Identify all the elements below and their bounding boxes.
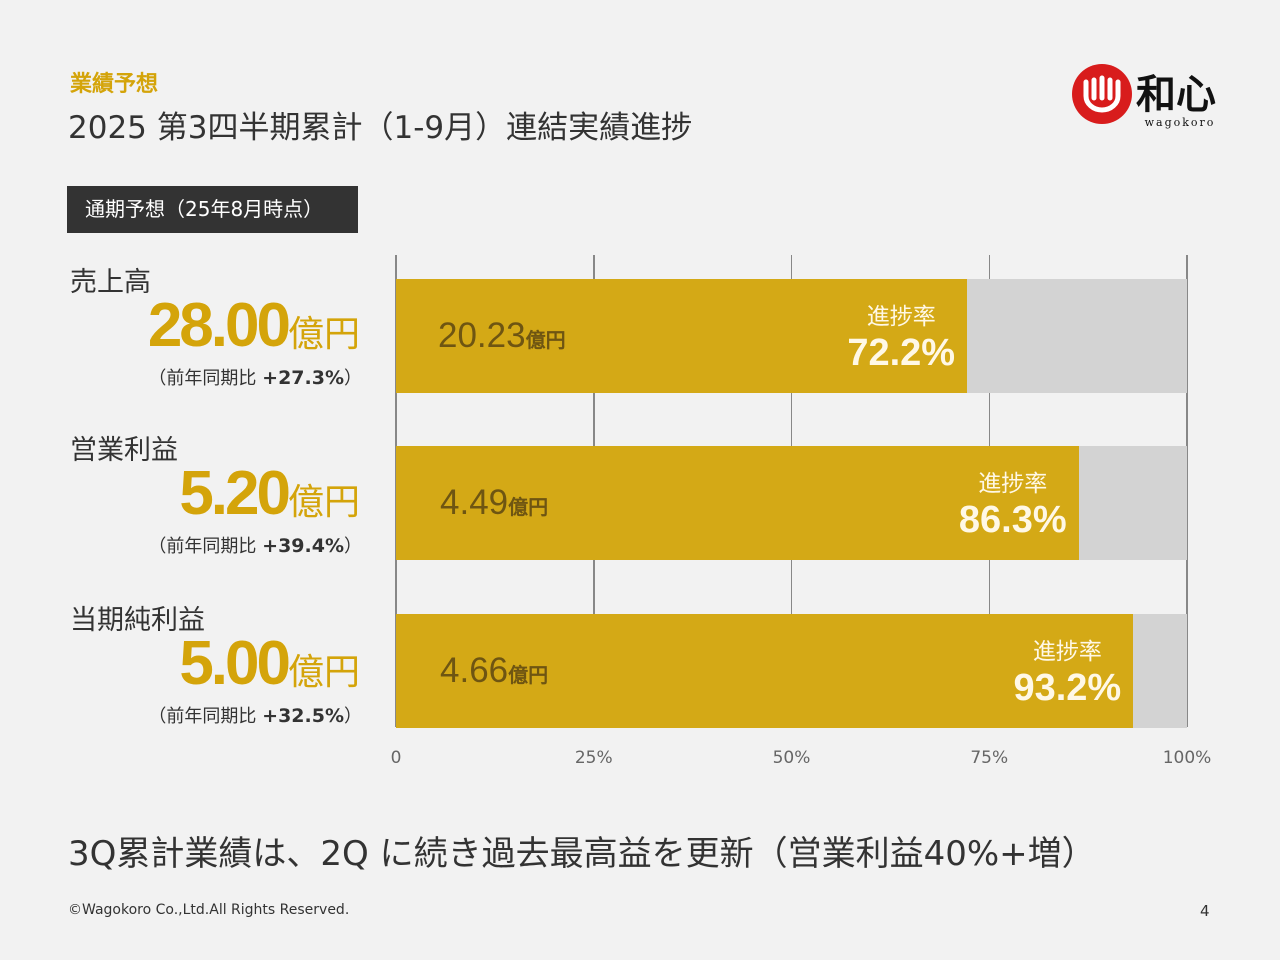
- rate-label: 進捗率 72.2%: [847, 297, 955, 375]
- metric-yoy: （前年同期比 +39.4%）: [148, 532, 362, 558]
- forecast-value: 5.20: [179, 459, 291, 528]
- copyright: ©Wagokoro Co.,Ltd.All Rights Reserved.: [68, 902, 350, 918]
- bar-track: 20.23億円 進捗率 72.2%: [396, 279, 1187, 393]
- company-logo: 和心 wagokoro: [1070, 60, 1220, 132]
- yoy-prefix: （前年同期比: [148, 368, 263, 389]
- x-tick-label: 100%: [1162, 748, 1212, 768]
- rate-label: 進捗率 93.2%: [1013, 632, 1121, 710]
- metric-name: 当期純利益: [70, 605, 205, 636]
- bar-track: 4.66億円 進捗率 93.2%: [396, 614, 1187, 728]
- gridline: [1186, 255, 1188, 727]
- rate-label: 進捗率 86.3%: [959, 464, 1067, 542]
- yoy-value: +39.4%: [262, 535, 344, 557]
- metric-forecast: 5.20億円: [179, 458, 360, 529]
- actual-label: 20.23億円: [438, 316, 566, 356]
- progress-bar: 20.23億円 進捗率 72.2%: [396, 279, 968, 393]
- rate-caption: 進捗率: [978, 471, 1048, 497]
- rate-caption: 進捗率: [1032, 639, 1102, 665]
- section-subtitle: 業績予想: [70, 72, 159, 97]
- progress-bar: 4.49億円 進捗率 86.3%: [396, 446, 1079, 560]
- yoy-suffix: ）: [344, 706, 362, 727]
- x-tick-label: 0: [390, 748, 402, 768]
- yoy-prefix: （前年同期比: [148, 536, 263, 557]
- forecast-unit: 億円: [287, 652, 360, 693]
- forecast-value: 28.00: [147, 291, 291, 360]
- actual-value: 4.66: [440, 651, 509, 690]
- forecast-value: 5.00: [179, 629, 291, 698]
- page-number: 4: [1200, 902, 1210, 920]
- metric-forecast: 5.00億円: [179, 628, 360, 699]
- bar-track: 4.49億円 進捗率 86.3%: [396, 446, 1187, 560]
- yoy-prefix: （前年同期比: [148, 706, 263, 727]
- progress-bar: 4.66億円 進捗率 93.2%: [396, 614, 1134, 728]
- logo-text: wagokoro: [1145, 116, 1216, 129]
- flower-icon: [1072, 64, 1132, 124]
- yoy-value: +32.5%: [262, 705, 344, 727]
- page-title: 2025 第3四半期累計（1-9月）連結実績進捗: [68, 110, 693, 146]
- yoy-suffix: ）: [344, 368, 362, 389]
- actual-unit: 億円: [508, 495, 549, 519]
- metric-yoy: （前年同期比 +32.5%）: [148, 702, 362, 728]
- metric-name: 売上高: [70, 267, 151, 298]
- rate-value: 93.2%: [1013, 667, 1122, 709]
- metric-yoy: （前年同期比 +27.3%）: [148, 364, 362, 390]
- metric-forecast: 28.00億円: [148, 290, 360, 361]
- actual-value: 20.23: [438, 316, 526, 355]
- actual-label: 4.66億円: [440, 651, 548, 691]
- headline: 3Q累計業績は、2Q に続き過去最高益を更新（営業利益40%+増）: [68, 834, 1096, 874]
- actual-unit: 億円: [508, 663, 549, 687]
- rate-value: 72.2%: [847, 332, 956, 374]
- actual-value: 4.49: [440, 483, 509, 522]
- logo-mark: 和心: [1136, 71, 1216, 118]
- forecast-unit: 億円: [287, 314, 360, 355]
- forecast-badge: 通期予想（25年8月時点）: [67, 186, 358, 233]
- actual-label: 4.49億円: [440, 483, 548, 523]
- rate-value: 86.3%: [958, 499, 1067, 541]
- x-tick-label: 75%: [970, 748, 1009, 768]
- yoy-value: +27.3%: [262, 367, 344, 389]
- forecast-unit: 億円: [287, 482, 360, 523]
- rate-caption: 進捗率: [866, 304, 936, 330]
- x-tick-label: 25%: [574, 748, 613, 768]
- x-tick-label: 50%: [772, 748, 811, 768]
- metric-name: 営業利益: [70, 435, 178, 466]
- yoy-suffix: ）: [344, 536, 362, 557]
- actual-unit: 億円: [525, 328, 566, 352]
